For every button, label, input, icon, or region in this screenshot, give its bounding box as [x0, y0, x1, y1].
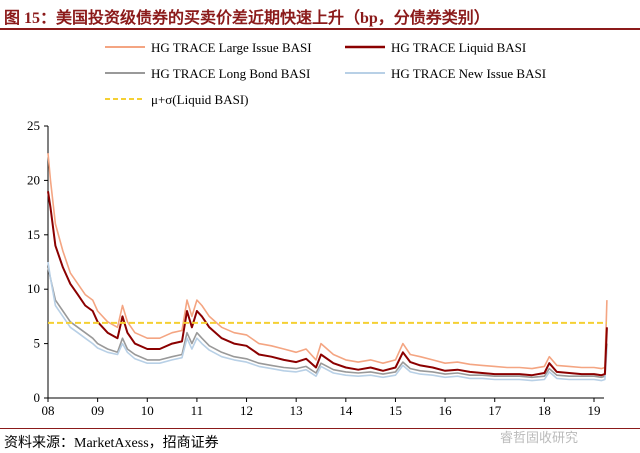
x-tick-label: 17	[488, 403, 502, 418]
x-tick-label: 19	[588, 403, 601, 418]
legend-label: HG TRACE Long Bond BASI	[151, 66, 310, 81]
legend-label: HG TRACE Large Issue BASI	[151, 40, 312, 55]
x-tick-label: 12	[240, 403, 253, 418]
y-tick-label: 25	[27, 118, 40, 133]
x-tick-label: 11	[191, 403, 204, 418]
x-tick-label: 14	[339, 403, 353, 418]
x-tick-label: 09	[91, 403, 104, 418]
series-line-hg-trace-liquid-basi	[47, 191, 608, 377]
y-tick-label: 15	[27, 227, 40, 242]
series-line-hg-trace-new-issue-basi	[47, 261, 608, 382]
x-tick-label: 18	[538, 403, 551, 418]
watermark: 睿哲固收研究	[500, 431, 579, 446]
y-tick-label: 5	[34, 336, 41, 351]
x-tick-label: 15	[389, 403, 402, 418]
x-tick-label: 13	[290, 403, 303, 418]
line-chart: 0 5 10 15 20 25 08 09 10 11 12 13 14 15 16 17 18 19 HG TRA…	[27, 40, 608, 418]
legend-label: HG TRACE Liquid BASI	[391, 40, 526, 55]
source-note: 资料来源：MarketAxess，招商证券	[4, 436, 219, 451]
y-tick-label: 20	[27, 172, 40, 187]
series-line-hg-trace-large-issue-basi	[47, 153, 608, 370]
y-tick-label: 10	[27, 281, 40, 296]
x-tick-label: 16	[439, 403, 453, 418]
x-tick-label: 08	[42, 403, 55, 418]
figure-title: 图 15：美国投资级债券的买卖价差近期快速上升（bp，分债券类别）	[4, 10, 490, 27]
title-rule	[0, 28, 640, 30]
series-line-hg-trace-long-bond-basi	[47, 267, 608, 379]
footer-rule	[0, 428, 640, 429]
y-tick-label: 0	[34, 390, 41, 405]
legend-label: HG TRACE New Issue BASI	[391, 66, 546, 81]
legend-label: μ+σ(Liquid BASI)	[151, 92, 249, 107]
x-tick-label: 10	[141, 403, 154, 418]
